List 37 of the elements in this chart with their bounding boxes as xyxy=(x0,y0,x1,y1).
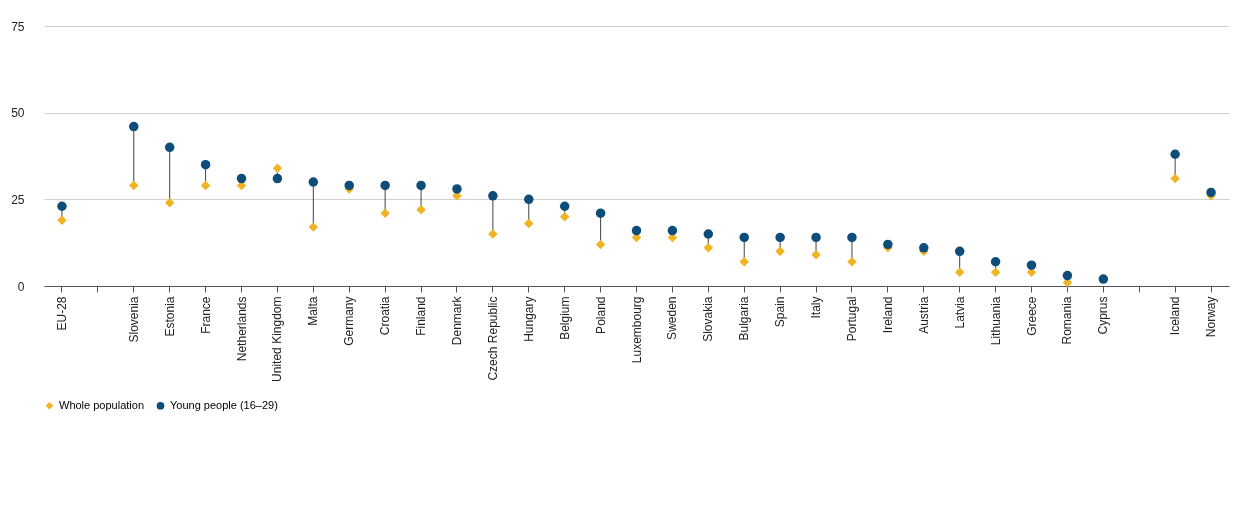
x-tick-label: Lithuania xyxy=(988,296,1003,346)
x-tick-label: Finland xyxy=(414,296,429,336)
x-tick-label: Bulgaria xyxy=(737,296,752,341)
x-tick-label: France xyxy=(198,296,213,334)
legend-label: Whole population xyxy=(59,398,145,411)
x-tick-label: Romania xyxy=(1060,296,1075,345)
x-tick-label: Czech Republic xyxy=(485,296,500,381)
x-tick-label: Iceland xyxy=(1168,296,1183,336)
x-tick-label: Latvia xyxy=(952,296,967,329)
x-tick-label: Portugal xyxy=(844,296,859,342)
x-tick-label: Poland xyxy=(593,296,608,334)
x-tick-label: Croatia xyxy=(378,296,393,336)
x-tick-label: Spain xyxy=(773,296,788,328)
x-tick-label: Greece xyxy=(1024,296,1039,336)
legend-label: Young people (16–29) xyxy=(170,398,278,411)
y-tick-label: 25 xyxy=(11,192,25,207)
x-tick-label: Hungary xyxy=(521,296,536,342)
x-tick-label: Austria xyxy=(916,296,931,334)
x-tick-label: United Kingdom xyxy=(270,296,285,382)
x-tick-label: Netherlands xyxy=(234,296,249,362)
x-tick-label: Malta xyxy=(306,296,321,326)
x-tick-label: Germany xyxy=(342,296,357,346)
y-tick-label: 75 xyxy=(11,19,25,34)
x-tick-label: Sweden xyxy=(665,296,680,340)
x-tick-label: Estonia xyxy=(162,296,177,337)
x-tick-label: Slovenia xyxy=(126,296,141,343)
x-tick-label: Slovakia xyxy=(701,296,716,342)
y-tick-label: 0 xyxy=(17,279,25,294)
x-tick-label: Ireland xyxy=(880,296,895,334)
x-tick-label: Cyprus xyxy=(1096,296,1111,335)
y-tick-label: 50 xyxy=(11,106,25,121)
x-tick-label: Norway xyxy=(1204,296,1219,338)
x-tick-label: Denmark xyxy=(449,295,464,346)
x-tick-label: Belgium xyxy=(557,296,572,340)
x-tick-label: Luxembourg xyxy=(629,296,644,364)
x-tick-label: EU-28 xyxy=(54,296,69,331)
x-tick-label: Italy xyxy=(809,296,824,319)
